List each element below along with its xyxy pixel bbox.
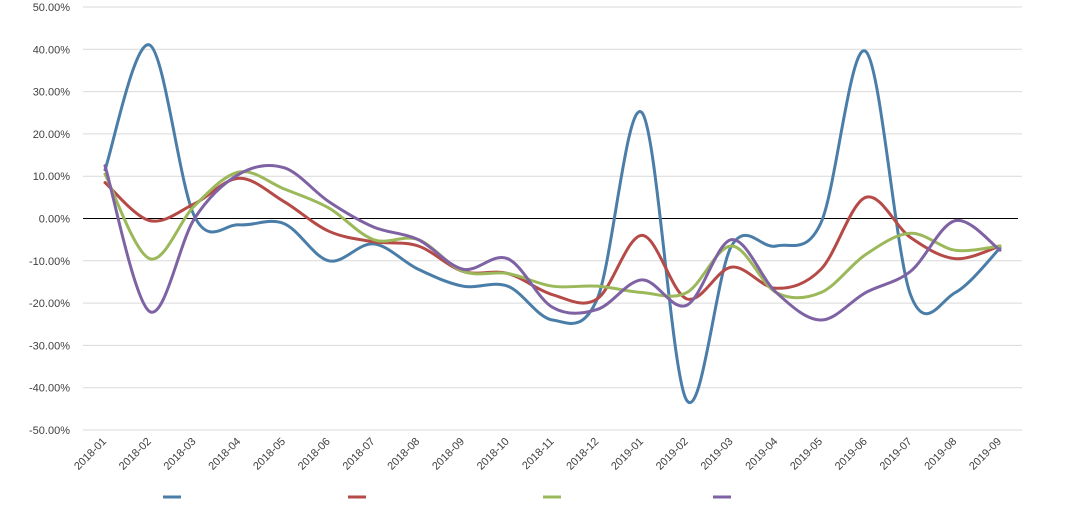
x-tick-label: 2019-03 [699, 436, 736, 473]
x-tick-label: 2018-12 [564, 436, 601, 473]
x-tick-label: 2018-06 [296, 436, 333, 473]
y-tick-label: -50.00% [29, 425, 70, 437]
series-line-2 [103, 176, 1002, 305]
x-tick-label: 2019-01 [609, 436, 646, 473]
x-tick-label: 2018-11 [520, 436, 556, 472]
gridlines [83, 6, 1022, 431]
x-tick-label: 2019-04 [743, 436, 780, 473]
series-lines [103, 43, 1002, 405]
x-tick-label: 2018-04 [206, 436, 243, 473]
x-tick-label: 2019-06 [833, 436, 870, 473]
y-tick-label: -20.00% [29, 298, 70, 310]
x-tick-label: 2018-08 [385, 436, 422, 473]
series-line-1 [103, 43, 1002, 405]
x-tick-label: 2018-09 [430, 436, 467, 473]
x-tick-label: 2019-07 [878, 436, 915, 473]
x-tick-label: 2018-07 [341, 436, 378, 473]
y-tick-label: 0.00% [39, 214, 70, 226]
y-tick-label: 10.00% [33, 171, 71, 183]
x-tick-label: 2019-08 [922, 436, 959, 473]
y-tick-label: 50.00% [33, 2, 71, 14]
series-line-4 [103, 164, 1002, 322]
y-tick-label: -30.00% [29, 340, 70, 352]
y-tick-label: 40.00% [33, 44, 71, 56]
x-tick-label: 2018-10 [475, 436, 512, 473]
x-tick-label: 2019-09 [967, 436, 1004, 473]
x-tick-label: 2018-03 [162, 436, 199, 473]
x-axis: 2018-01 2018-02 2018-03 2018-04 2018-05 2018-… [72, 436, 1004, 473]
y-tick-label: 20.00% [33, 129, 71, 141]
series-line-3 [103, 170, 1002, 300]
y-axis: 50.00% 40.00% 30.00% 20.00% 10.00% 0.00% -10.0… [29, 2, 70, 437]
x-tick-label: 2019-05 [788, 436, 825, 473]
x-tick-label: 2019-02 [654, 436, 691, 473]
y-tick-label: -40.00% [29, 383, 70, 395]
y-tick-label: 30.00% [33, 87, 71, 99]
x-tick-label: 2018-01 [72, 436, 109, 473]
y-tick-label: -10.00% [29, 256, 70, 268]
x-tick-label: 2018-02 [117, 436, 154, 473]
x-tick-label: 2018-05 [251, 436, 288, 473]
